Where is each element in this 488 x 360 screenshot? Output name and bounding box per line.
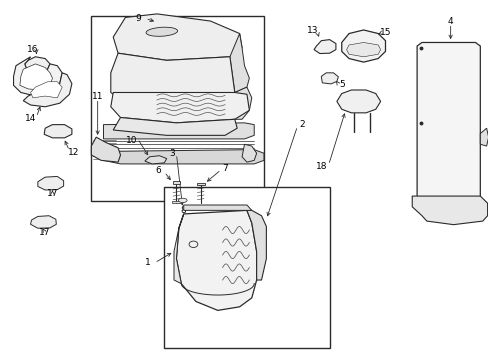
Polygon shape xyxy=(174,214,183,284)
Text: 16: 16 xyxy=(27,45,39,54)
Polygon shape xyxy=(416,42,479,212)
Polygon shape xyxy=(30,82,62,98)
Polygon shape xyxy=(227,87,251,119)
Text: 9: 9 xyxy=(135,14,141,23)
Text: 10: 10 xyxy=(126,136,137,145)
Bar xyxy=(91,16,264,202)
Polygon shape xyxy=(341,30,385,62)
Polygon shape xyxy=(313,40,335,54)
Bar xyxy=(164,187,329,348)
Polygon shape xyxy=(346,42,380,57)
Text: 15: 15 xyxy=(379,28,390,37)
Polygon shape xyxy=(321,73,338,84)
Polygon shape xyxy=(113,14,242,60)
Polygon shape xyxy=(144,156,166,164)
Polygon shape xyxy=(183,205,251,210)
Polygon shape xyxy=(23,73,72,107)
Text: 17: 17 xyxy=(46,189,58,198)
Text: 11: 11 xyxy=(92,91,103,100)
Polygon shape xyxy=(242,144,256,162)
Polygon shape xyxy=(111,93,249,123)
Text: 7: 7 xyxy=(222,164,227,173)
Polygon shape xyxy=(103,150,264,164)
Polygon shape xyxy=(176,210,256,310)
Polygon shape xyxy=(14,57,62,96)
Polygon shape xyxy=(172,181,180,184)
Polygon shape xyxy=(246,210,266,280)
Polygon shape xyxy=(103,123,254,139)
Text: 12: 12 xyxy=(67,148,79,157)
Polygon shape xyxy=(411,196,487,225)
Text: 17: 17 xyxy=(40,228,51,237)
Text: 4: 4 xyxy=(447,17,452,26)
Polygon shape xyxy=(479,128,488,146)
Text: 18: 18 xyxy=(315,162,326,171)
Text: 2: 2 xyxy=(299,120,304,129)
Polygon shape xyxy=(25,57,50,73)
Polygon shape xyxy=(229,33,249,93)
Text: 14: 14 xyxy=(25,114,36,123)
Text: 8: 8 xyxy=(181,206,186,215)
Polygon shape xyxy=(91,137,120,162)
Polygon shape xyxy=(44,125,72,138)
Polygon shape xyxy=(172,202,181,203)
Polygon shape xyxy=(20,64,52,90)
Polygon shape xyxy=(113,117,237,135)
Polygon shape xyxy=(336,90,380,113)
Text: 5: 5 xyxy=(338,81,344,90)
Polygon shape xyxy=(38,176,63,190)
Text: 13: 13 xyxy=(306,26,318,35)
Text: 1: 1 xyxy=(145,258,151,267)
Polygon shape xyxy=(111,53,234,112)
Polygon shape xyxy=(30,216,56,228)
Ellipse shape xyxy=(146,27,177,36)
Text: 3: 3 xyxy=(169,149,175,158)
Ellipse shape xyxy=(178,198,187,203)
Polygon shape xyxy=(197,183,204,185)
Text: 6: 6 xyxy=(155,166,161,175)
